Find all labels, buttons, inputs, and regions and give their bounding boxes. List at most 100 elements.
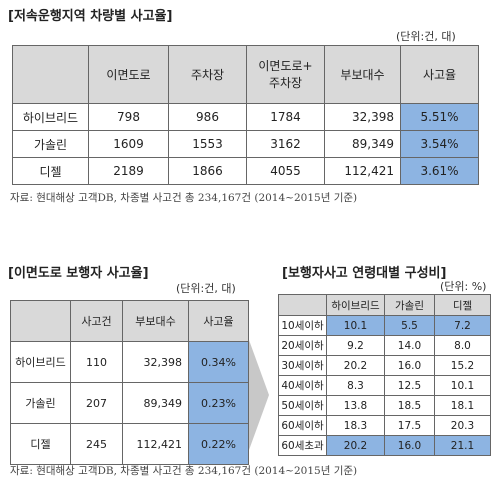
table-cell: 798 bbox=[88, 103, 169, 131]
table-header-row: 이면도로 주차장 이면도로+ 주차장 부보대수 사고율 bbox=[12, 45, 479, 104]
table-cell: 32,398 bbox=[324, 103, 401, 131]
row-label: 10세이하 bbox=[278, 315, 327, 336]
table-cell: 89,349 bbox=[122, 382, 189, 424]
table-row: 가솔린 1609 1553 3162 89,349 3.54% bbox=[12, 130, 479, 158]
table-row: 디젤 245 112,421 0.22% bbox=[10, 423, 249, 465]
vehicle-accident-rate-table: 이면도로 주차장 이면도로+ 주차장 부보대수 사고율 하이브리드 798 98… bbox=[12, 45, 479, 185]
table-cell: 20.2 bbox=[326, 355, 385, 376]
table-row: 60세초과 20.2 16.0 21.1 bbox=[278, 435, 491, 456]
table-cell: 21.1 bbox=[434, 435, 491, 456]
row-label: 디젤 bbox=[10, 423, 71, 465]
table-cell: 3162 bbox=[246, 130, 325, 158]
age-group-rows: 10세이하 10.1 5.5 7.2 20세이하 9.2 14.0 8.0 30세이하 20.2 1… bbox=[278, 315, 491, 456]
table-cell: 245 bbox=[70, 423, 123, 465]
table-row: 가솔린 207 89,349 0.23% bbox=[10, 382, 249, 424]
table-cell: 18.3 bbox=[326, 415, 385, 436]
section2-title: [이면도로 보행자 사고율] bbox=[8, 266, 149, 281]
section1-title: [저속운행지역 차량별 사고율] bbox=[8, 9, 173, 24]
table-cell: 17.5 bbox=[384, 415, 435, 436]
table-cell: 2189 bbox=[88, 157, 169, 185]
table-row: 디젤 2189 1866 4055 112,421 3.61% bbox=[12, 157, 479, 185]
section2-unit: (단위:건, 대) bbox=[176, 282, 236, 295]
table-row: 30세이하 20.2 16.0 15.2 bbox=[278, 355, 491, 376]
section3-title: [보행자사고 연령대별 구성비] bbox=[282, 266, 447, 281]
table-row: 하이브리드 798 986 1784 32,398 5.51% bbox=[12, 103, 479, 131]
table-cell: 89,349 bbox=[324, 130, 401, 158]
table-cell: 18.1 bbox=[434, 395, 491, 416]
table-header-row: 하이브리드 가솔린 디젤 bbox=[278, 294, 491, 316]
table-cell: 32,398 bbox=[122, 341, 189, 383]
table-cell: 7.2 bbox=[434, 315, 491, 336]
table-cell: 10.1 bbox=[326, 315, 385, 336]
table-cell: 986 bbox=[168, 103, 247, 131]
header-cell: 하이브리드 bbox=[326, 294, 385, 316]
table-row: 하이브리드 110 32,398 0.34% bbox=[10, 341, 249, 383]
row-label: 50세이하 bbox=[278, 395, 327, 416]
table-cell: 16.0 bbox=[384, 355, 435, 376]
table-cell: 18.5 bbox=[384, 395, 435, 416]
table-cell: 20.3 bbox=[434, 415, 491, 436]
table-row: 50세이하 13.8 18.5 18.1 bbox=[278, 395, 491, 416]
header-cell: 부보대수 bbox=[122, 300, 189, 342]
row-label: 디젤 bbox=[12, 157, 89, 185]
accident-rate-cell: 0.34% bbox=[188, 341, 249, 383]
row-label: 60세초과 bbox=[278, 435, 327, 456]
right-arrow-shape bbox=[249, 340, 269, 450]
table-cell: 207 bbox=[70, 382, 123, 424]
footer-source-note: 자료: 현대해상 고객DB, 차종별 사고건 총 234,167건 (2014~… bbox=[10, 465, 358, 477]
table-row: 60세이하 18.3 17.5 20.3 bbox=[278, 415, 491, 436]
header-cell: 주차장 bbox=[168, 45, 247, 104]
pedestrian-accident-rate-table: 사고건 부보대수 사고율 하이브리드 110 32,398 0.34% 가솔린 … bbox=[10, 300, 249, 465]
table-cell: 8.3 bbox=[326, 375, 385, 396]
header-cell: 부보대수 bbox=[324, 45, 401, 104]
header-cell: 사고율 bbox=[188, 300, 249, 342]
table-cell: 1609 bbox=[88, 130, 169, 158]
table-cell: 10.1 bbox=[434, 375, 491, 396]
accident-rate-cell: 3.54% bbox=[400, 130, 479, 158]
table-cell: 9.2 bbox=[326, 335, 385, 356]
table-cell: 1784 bbox=[246, 103, 325, 131]
row-label: 가솔린 bbox=[10, 382, 71, 424]
table-cell: 20.2 bbox=[326, 435, 385, 456]
accident-rate-cell: 0.23% bbox=[188, 382, 249, 424]
header-cell: 사고율 bbox=[400, 45, 479, 104]
table-cell: 12.5 bbox=[384, 375, 435, 396]
table-row: 40세이하 8.3 12.5 10.1 bbox=[278, 375, 491, 396]
header-cell: 가솔린 bbox=[384, 294, 435, 316]
row-label: 가솔린 bbox=[12, 130, 89, 158]
accident-rate-cell: 3.61% bbox=[400, 157, 479, 185]
table-cell: 1866 bbox=[168, 157, 247, 185]
table-cell: 15.2 bbox=[434, 355, 491, 376]
header-cell: 사고건 bbox=[70, 300, 123, 342]
row-label: 20세이하 bbox=[278, 335, 327, 356]
accident-rate-cell: 0.22% bbox=[188, 423, 249, 465]
section1-source-note: 자료: 현대해상 고객DB, 차종별 사고건 총 234,167건 (2014~… bbox=[10, 192, 358, 204]
header-cell bbox=[10, 300, 71, 342]
age-group-composition-table: 하이브리드 가솔린 디젤 10세이하 10.1 5.5 7.2 20세이하 9.2 14.0… bbox=[278, 294, 491, 456]
header-cell: 디젤 bbox=[434, 294, 491, 316]
table-cell: 112,421 bbox=[122, 423, 189, 465]
header-cell bbox=[278, 294, 327, 316]
header-cell bbox=[12, 45, 89, 104]
table-cell: 5.5 bbox=[384, 315, 435, 336]
table-cell: 13.8 bbox=[326, 395, 385, 416]
table-cell: 110 bbox=[70, 341, 123, 383]
table-header-row: 사고건 부보대수 사고율 bbox=[10, 300, 249, 342]
table-cell: 16.0 bbox=[384, 435, 435, 456]
accident-rate-cell: 5.51% bbox=[400, 103, 479, 131]
table-cell: 8.0 bbox=[434, 335, 491, 356]
row-label: 30세이하 bbox=[278, 355, 327, 376]
section1-unit: (단위:건, 대) bbox=[396, 30, 456, 43]
header-cell: 이면도로+ 주차장 bbox=[246, 45, 325, 104]
table-cell: 1553 bbox=[168, 130, 247, 158]
table-cell: 4055 bbox=[246, 157, 325, 185]
table-cell: 112,421 bbox=[324, 157, 401, 185]
table-row: 10세이하 10.1 5.5 7.2 bbox=[278, 315, 491, 336]
table-cell: 14.0 bbox=[384, 335, 435, 356]
row-label: 하이브리드 bbox=[12, 103, 89, 131]
row-label: 하이브리드 bbox=[10, 341, 71, 383]
row-label: 60세이하 bbox=[278, 415, 327, 436]
section3-unit: (단위: %) bbox=[440, 280, 487, 293]
row-label: 40세이하 bbox=[278, 375, 327, 396]
table-row: 20세이하 9.2 14.0 8.0 bbox=[278, 335, 491, 356]
